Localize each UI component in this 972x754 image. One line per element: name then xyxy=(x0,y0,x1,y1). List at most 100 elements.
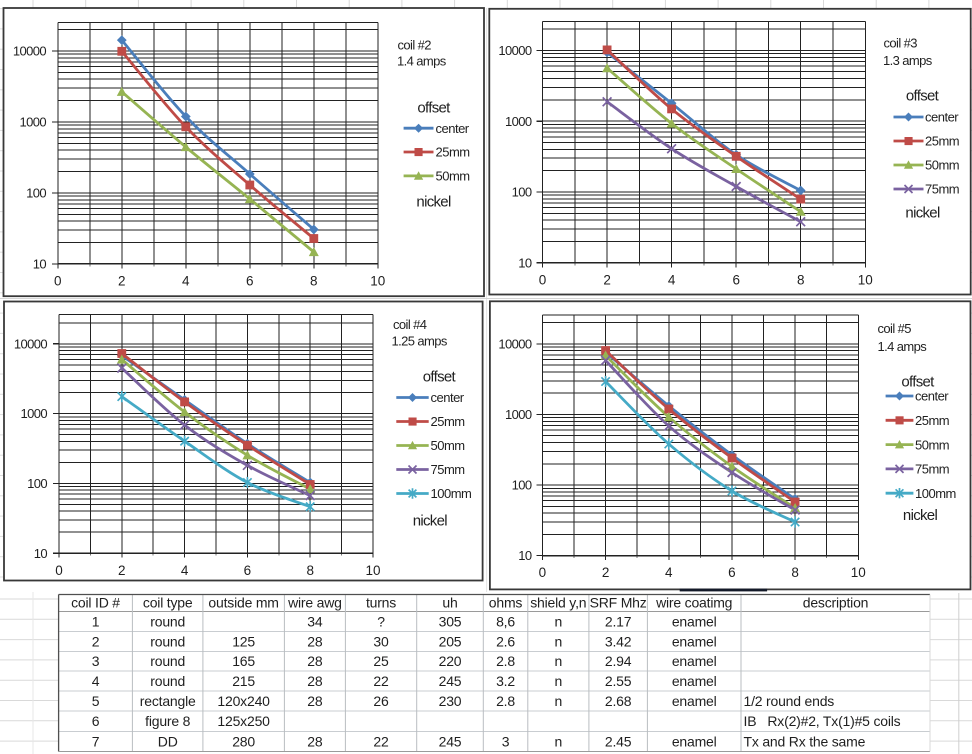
svg-text:1/2 round ends: 1/2 round ends xyxy=(744,693,835,709)
svg-text:100: 100 xyxy=(512,185,532,200)
svg-text:8: 8 xyxy=(310,274,318,289)
svg-text:215: 215 xyxy=(232,673,255,689)
svg-text:n: n xyxy=(555,614,563,630)
svg-text:10000: 10000 xyxy=(14,336,48,351)
svg-text:10: 10 xyxy=(33,257,47,272)
svg-text:1: 1 xyxy=(92,614,100,630)
svg-text:3: 3 xyxy=(502,734,510,750)
svg-text:1000: 1000 xyxy=(505,407,532,422)
svg-text:25mm: 25mm xyxy=(915,413,949,428)
svg-text:IB Rx(2)#2, Tx(1)#5 coils: IB Rx(2)#2, Tx(1)#5 coils xyxy=(744,713,901,729)
svg-text:0: 0 xyxy=(55,563,63,578)
svg-text:4: 4 xyxy=(181,563,189,578)
svg-text:245: 245 xyxy=(439,673,462,689)
svg-text:100: 100 xyxy=(26,186,46,201)
svg-text:n: n xyxy=(555,734,563,750)
svg-text:3: 3 xyxy=(92,653,100,669)
svg-text:enamel: enamel xyxy=(672,634,717,650)
svg-text:1000: 1000 xyxy=(19,115,46,130)
svg-text:1.4 amps: 1.4 amps xyxy=(397,54,447,69)
svg-text:3.2: 3.2 xyxy=(496,673,515,689)
svg-text:6: 6 xyxy=(732,272,740,287)
svg-text:50mm: 50mm xyxy=(436,169,470,184)
svg-text:n: n xyxy=(555,673,563,689)
svg-text:0: 0 xyxy=(54,274,62,289)
svg-text:coil #5: coil #5 xyxy=(878,321,912,336)
svg-text:?: ? xyxy=(377,614,385,630)
svg-text:enamel: enamel xyxy=(672,653,717,669)
svg-text:10: 10 xyxy=(365,563,380,578)
svg-text:8: 8 xyxy=(791,565,799,580)
svg-text:turns: turns xyxy=(366,595,396,611)
svg-text:8: 8 xyxy=(306,563,314,578)
svg-text:280: 280 xyxy=(232,734,255,750)
svg-text:coil #4: coil #4 xyxy=(393,317,427,332)
svg-text:coil #2: coil #2 xyxy=(398,38,432,53)
svg-text:165: 165 xyxy=(232,653,255,669)
svg-text:305: 305 xyxy=(439,614,462,630)
svg-text:30: 30 xyxy=(373,634,389,650)
svg-text:round: round xyxy=(150,653,185,669)
svg-text:10000: 10000 xyxy=(13,44,47,59)
svg-text:10000: 10000 xyxy=(498,337,532,352)
svg-text:28: 28 xyxy=(307,734,323,750)
svg-text:1.3 amps: 1.3 amps xyxy=(883,53,933,68)
svg-text:2: 2 xyxy=(118,274,126,289)
svg-text:1000: 1000 xyxy=(20,406,47,421)
svg-text:125x250: 125x250 xyxy=(217,713,270,729)
svg-text:center: center xyxy=(925,110,959,125)
svg-text:round: round xyxy=(150,614,185,630)
svg-text:10: 10 xyxy=(370,274,385,289)
svg-text:DD: DD xyxy=(158,734,178,750)
svg-text:Tx and Rx the same: Tx and Rx the same xyxy=(744,734,866,750)
svg-text:25mm: 25mm xyxy=(431,414,465,429)
svg-text:nickel: nickel xyxy=(903,507,938,524)
svg-text:2.8: 2.8 xyxy=(496,693,515,709)
svg-text:4: 4 xyxy=(668,272,676,287)
svg-text:245: 245 xyxy=(439,734,462,750)
svg-text:0: 0 xyxy=(539,272,547,287)
svg-text:28: 28 xyxy=(307,634,323,650)
svg-text:2: 2 xyxy=(92,634,100,650)
svg-text:22: 22 xyxy=(373,673,389,689)
svg-text:28: 28 xyxy=(307,693,323,709)
svg-text:uh: uh xyxy=(442,595,457,611)
svg-text:offset: offset xyxy=(906,88,940,105)
svg-text:2.94: 2.94 xyxy=(605,653,632,669)
svg-text:120x240: 120x240 xyxy=(217,693,270,709)
svg-text:22: 22 xyxy=(373,734,389,750)
svg-text:10: 10 xyxy=(518,548,532,563)
svg-text:25mm: 25mm xyxy=(436,145,470,160)
svg-text:round: round xyxy=(150,634,185,650)
svg-text:6: 6 xyxy=(728,565,736,580)
svg-text:SRF Mhz: SRF Mhz xyxy=(590,595,647,611)
svg-text:7: 7 xyxy=(92,734,100,750)
svg-text:coil #3: coil #3 xyxy=(884,36,918,51)
svg-text:10: 10 xyxy=(851,565,866,580)
svg-text:220: 220 xyxy=(439,653,462,669)
svg-text:100: 100 xyxy=(512,478,532,493)
svg-text:enamel: enamel xyxy=(672,673,717,689)
svg-text:10: 10 xyxy=(34,546,48,561)
svg-text:center: center xyxy=(436,121,470,136)
svg-text:1.4 amps: 1.4 amps xyxy=(878,339,928,354)
svg-text:figure 8: figure 8 xyxy=(145,713,191,729)
svg-text:coil ID #: coil ID # xyxy=(71,595,120,611)
svg-text:center: center xyxy=(915,389,949,404)
svg-text:n: n xyxy=(555,653,563,669)
svg-text:4: 4 xyxy=(182,274,190,289)
svg-text:75mm: 75mm xyxy=(915,462,949,477)
svg-text:5: 5 xyxy=(92,693,100,709)
svg-text:rectangle: rectangle xyxy=(140,693,196,709)
svg-text:75mm: 75mm xyxy=(431,462,465,477)
svg-text:25mm: 25mm xyxy=(925,134,959,149)
svg-text:25: 25 xyxy=(373,653,389,669)
svg-text:nickel: nickel xyxy=(905,205,940,222)
svg-text:nickel: nickel xyxy=(413,513,448,530)
svg-text:wire coatimg: wire coatimg xyxy=(655,595,732,611)
svg-text:1000: 1000 xyxy=(505,114,532,129)
svg-text:125: 125 xyxy=(232,634,255,650)
svg-text:50mm: 50mm xyxy=(925,158,959,173)
svg-text:2.17: 2.17 xyxy=(605,614,632,630)
svg-text:10000: 10000 xyxy=(498,43,532,58)
